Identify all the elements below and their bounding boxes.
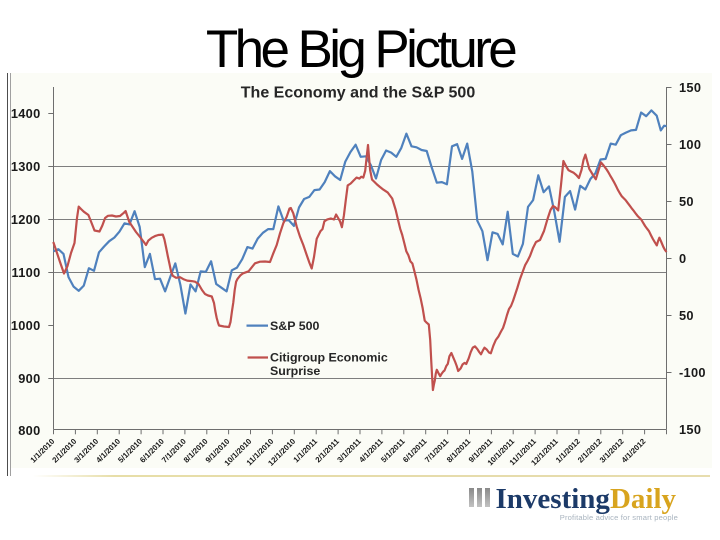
svg-text:150: 150 bbox=[679, 422, 701, 437]
svg-text:1300: 1300 bbox=[11, 159, 41, 174]
svg-text:1400: 1400 bbox=[11, 106, 41, 121]
svg-text:50: 50 bbox=[679, 308, 694, 323]
svg-text:0: 0 bbox=[679, 251, 686, 266]
svg-text:Citigroup Economic: Citigroup Economic bbox=[270, 351, 388, 365]
svg-text:1000: 1000 bbox=[11, 318, 41, 333]
svg-text:1100: 1100 bbox=[12, 265, 41, 280]
svg-text:4/1/2012: 4/1/2012 bbox=[620, 436, 648, 464]
svg-text:Surprise: Surprise bbox=[270, 364, 320, 378]
svg-text:900: 900 bbox=[18, 371, 40, 386]
svg-text:1200: 1200 bbox=[11, 212, 41, 227]
svg-text:The Economy and the S&P 500: The Economy and the S&P 500 bbox=[241, 85, 476, 102]
svg-text:S&P 500: S&P 500 bbox=[270, 319, 319, 333]
svg-text:800: 800 bbox=[18, 423, 40, 438]
svg-text:-100: -100 bbox=[679, 365, 706, 380]
svg-text:150: 150 bbox=[679, 80, 701, 95]
svg-text:100: 100 bbox=[679, 137, 701, 152]
svg-text:50: 50 bbox=[679, 194, 694, 209]
